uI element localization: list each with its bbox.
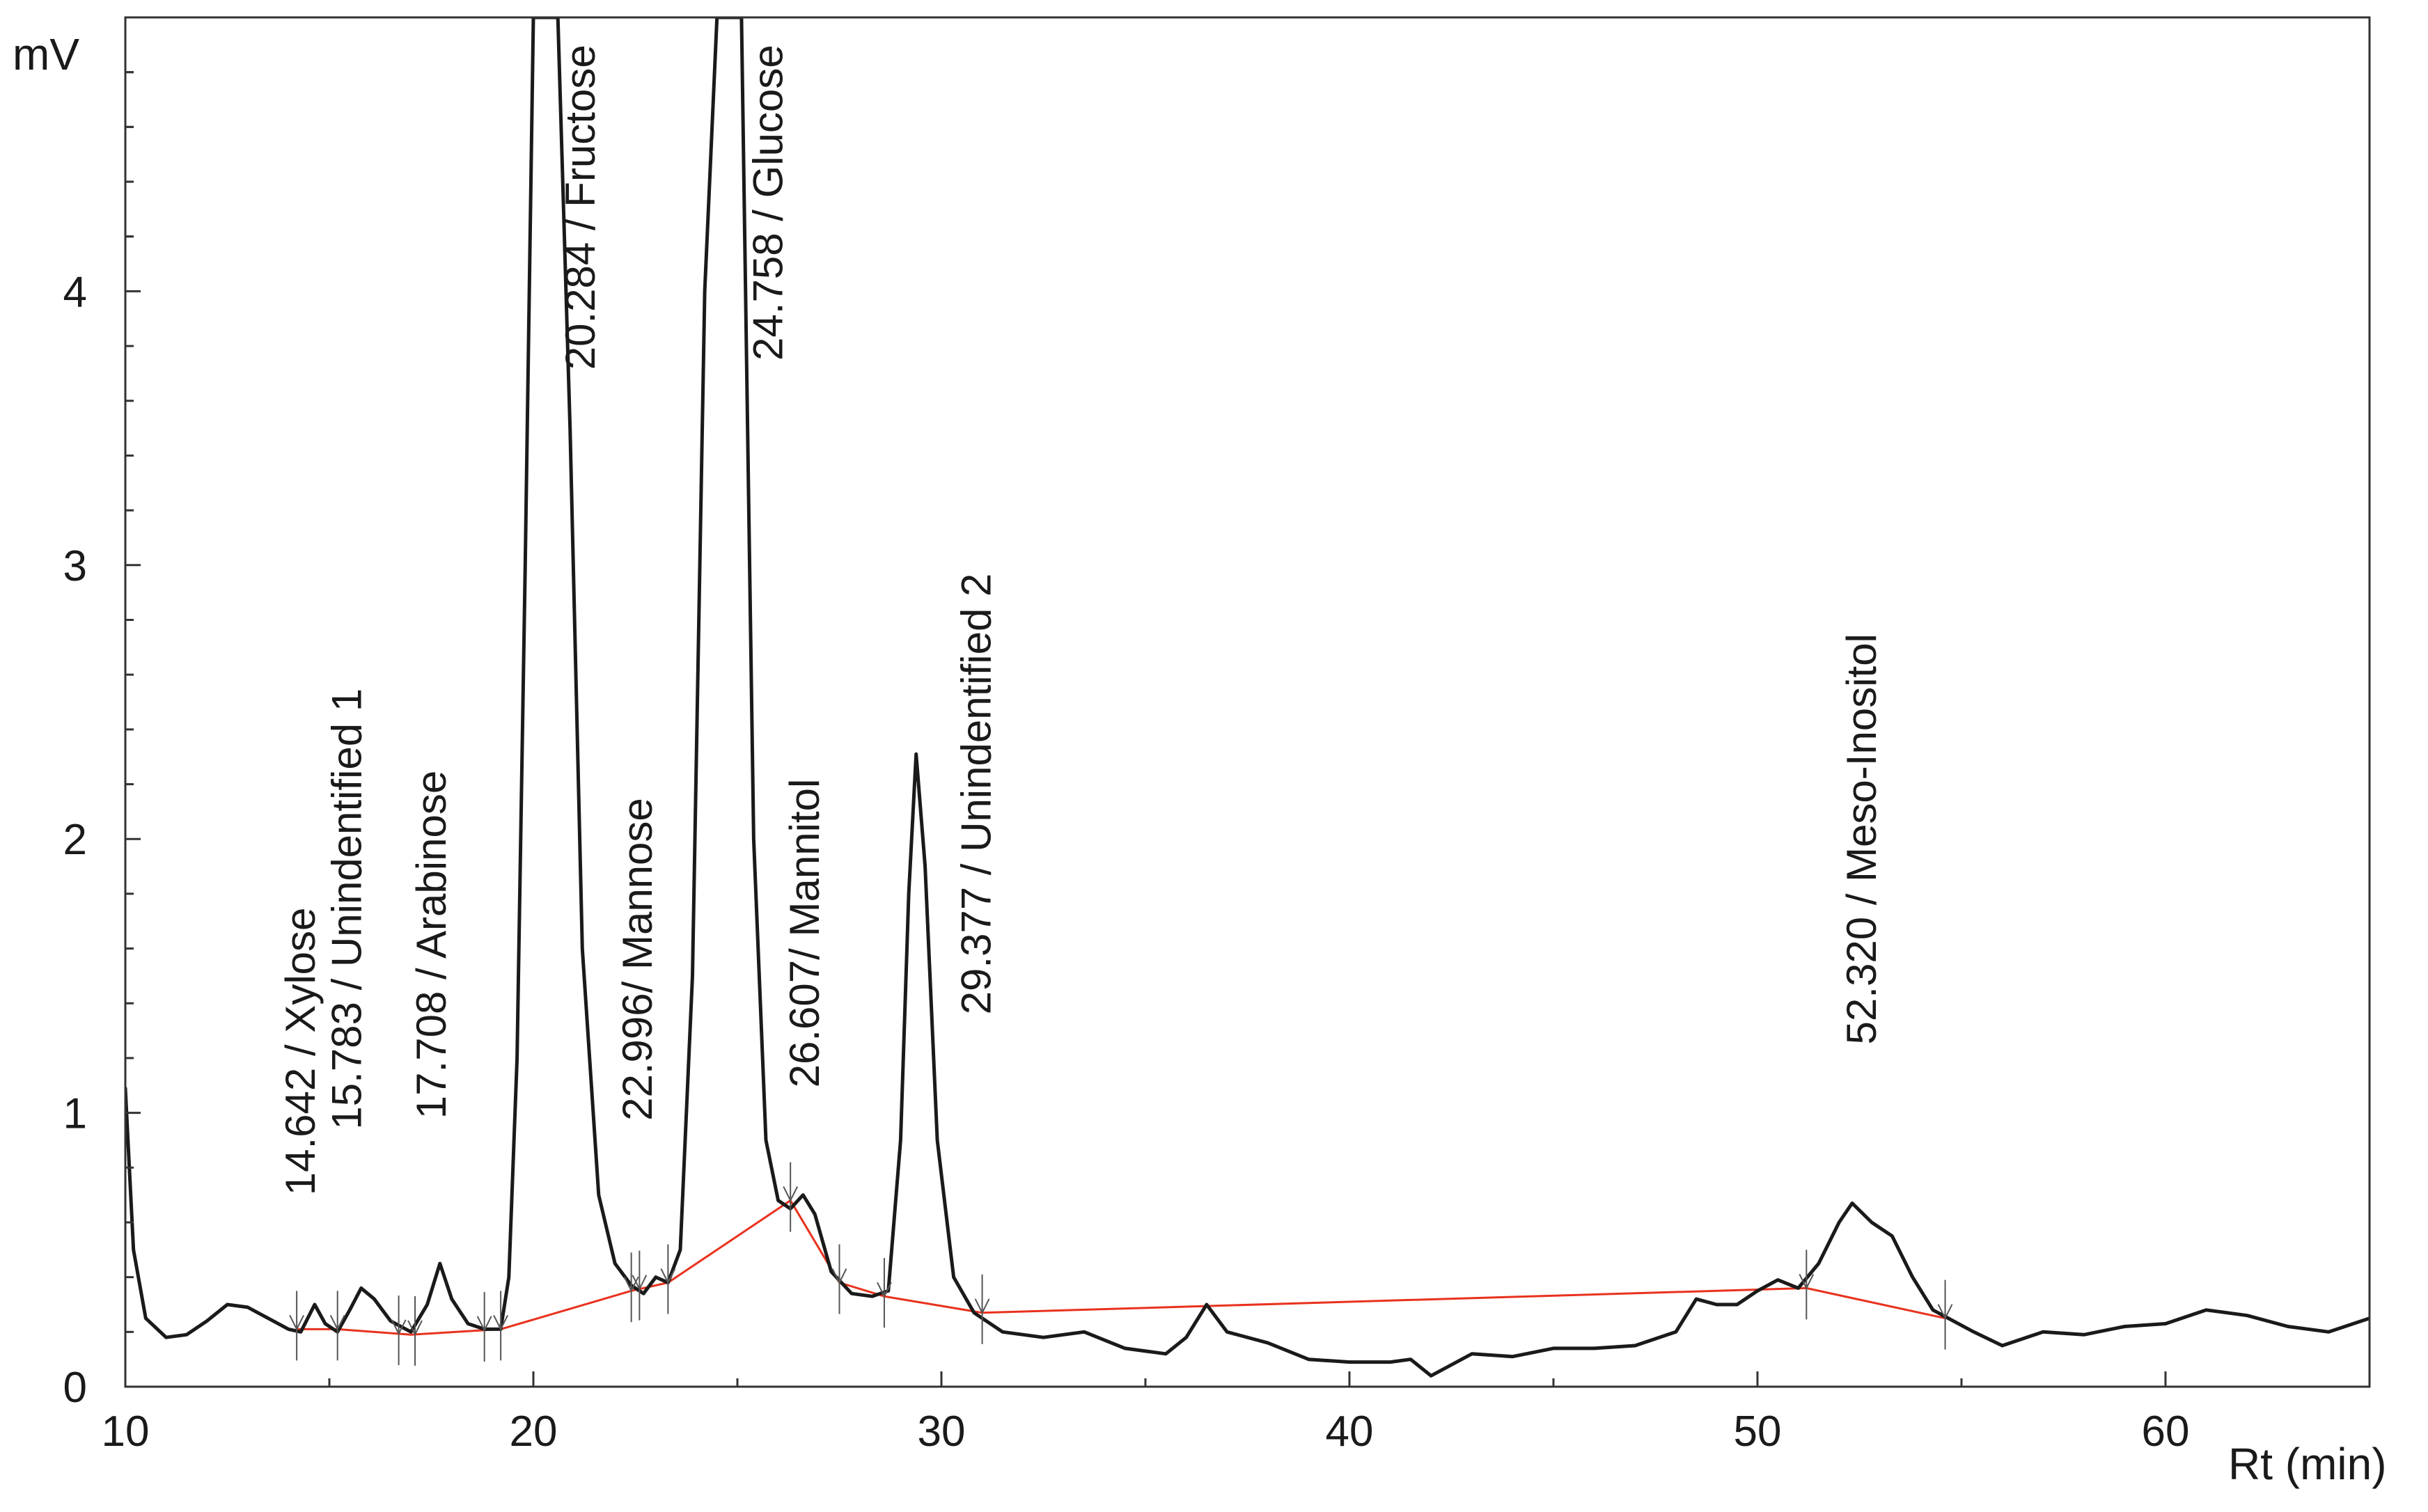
y-axis-title: mV xyxy=(13,29,79,79)
peak-boundary-marker xyxy=(329,1291,345,1361)
peak-boundary-marker xyxy=(974,1274,990,1344)
peak-boundary-marker xyxy=(476,1291,492,1362)
x-axis-title: Rt (min) xyxy=(2228,1439,2387,1489)
y-tick-label: 3 xyxy=(63,542,87,590)
peak-boundary-marker xyxy=(493,1291,509,1361)
x-tick-label: 60 xyxy=(2142,1408,2190,1456)
peak-label: 26.607/ Mannitol xyxy=(781,779,828,1088)
peak-label: 15.783 / Unindentified 1 xyxy=(324,688,370,1130)
peak-label: 17.708 / Arabinose xyxy=(408,771,455,1119)
marker-layer xyxy=(289,1162,1953,1366)
peak-boundary-marker xyxy=(1937,1279,1953,1350)
peak-boundary-marker xyxy=(783,1162,799,1232)
plot-frame xyxy=(124,16,2371,1388)
peak-boundary-marker xyxy=(660,1244,676,1314)
peak-boundary-marker xyxy=(1799,1250,1815,1320)
baseline-layer xyxy=(295,1199,1947,1336)
tick-layer: 10 20 30 40 50 60 0 1 2 3 4 xyxy=(63,71,2190,1456)
integration-baseline xyxy=(295,1199,1947,1336)
peak-label: 22.996/ Mannose xyxy=(614,798,661,1121)
y-tick-label: 4 xyxy=(63,268,87,316)
x-tick-label: 50 xyxy=(1734,1408,1782,1456)
peak-boundary-marker xyxy=(391,1295,407,1365)
chromatogram-trace xyxy=(125,17,2370,1378)
peak-boundary-marker xyxy=(632,1250,648,1321)
x-tick-label: 20 xyxy=(510,1408,558,1456)
peak-label: 20.284 / Fructose xyxy=(557,45,604,370)
trace-layer xyxy=(125,17,2370,1378)
peak-boundary-marker xyxy=(877,1258,892,1328)
peak-boundary-marker xyxy=(289,1291,305,1361)
plot-area xyxy=(125,17,2370,1378)
peak-boundary-marker xyxy=(831,1244,847,1314)
x-tick-label: 40 xyxy=(1326,1408,1374,1456)
peak-boundary-marker xyxy=(407,1296,423,1366)
y-tick-label: 1 xyxy=(63,1090,87,1138)
x-tick-label: 10 xyxy=(102,1408,150,1456)
peak-label: 14.642 / Xylose xyxy=(277,908,324,1196)
y-tick-label: 2 xyxy=(63,816,87,864)
peak-label: 52.320 / Meso-Inositol xyxy=(1838,633,1885,1044)
peak-label: 29.377 / Unindentified 2 xyxy=(953,574,999,1015)
x-tick-label: 30 xyxy=(918,1408,966,1456)
y-tick-label: 0 xyxy=(63,1364,87,1412)
peak-label-layer: 14.642 / Xylose 15.783 / Unindentified 1 1… xyxy=(277,45,1885,1195)
peak-label: 24.758 / Glucose xyxy=(745,45,792,361)
